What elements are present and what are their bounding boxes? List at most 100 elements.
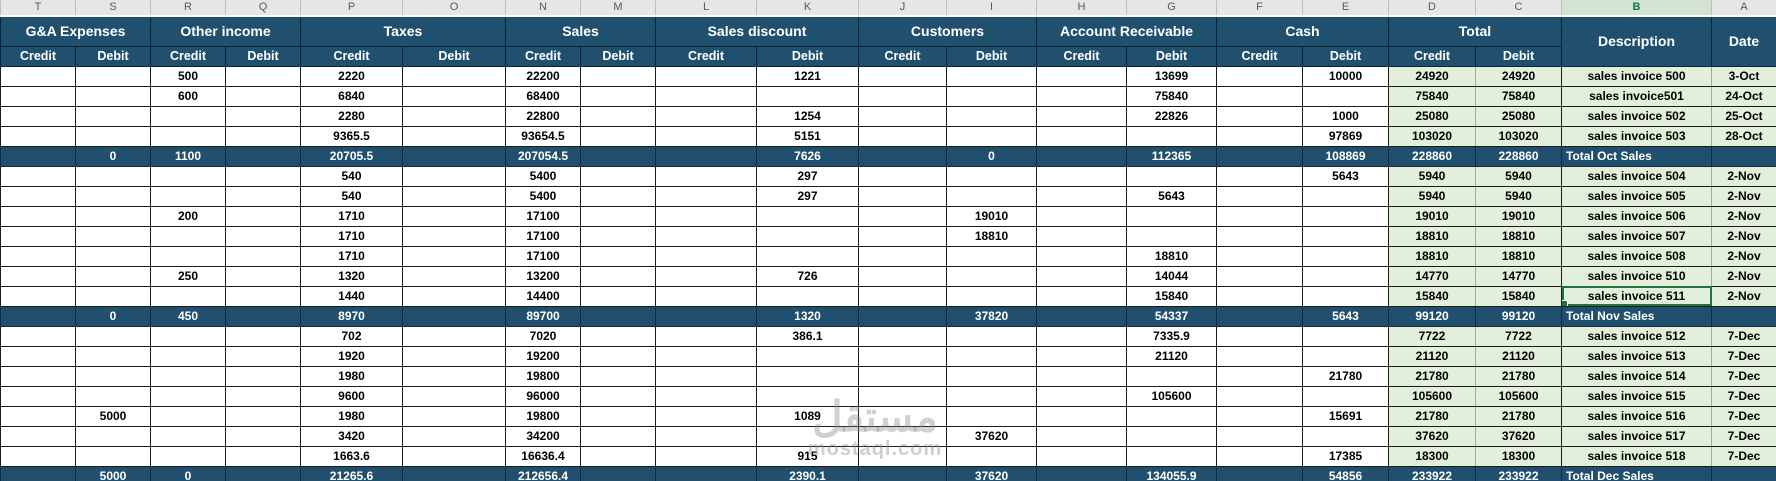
value-cell[interactable]: 24920 <box>1475 65 1562 87</box>
value-cell[interactable] <box>402 465 506 481</box>
value-cell[interactable] <box>946 325 1037 347</box>
value-cell[interactable] <box>225 245 301 267</box>
value-cell[interactable]: 105600 <box>1388 385 1476 407</box>
value-cell[interactable] <box>0 325 76 347</box>
value-cell[interactable]: 233922 <box>1475 465 1562 481</box>
value-cell[interactable] <box>1216 465 1303 481</box>
value-cell[interactable]: 68400 <box>505 85 581 107</box>
date-cell[interactable]: 7-Dec <box>1711 365 1776 387</box>
value-cell[interactable] <box>858 65 947 87</box>
value-cell[interactable]: 37820 <box>946 305 1037 327</box>
value-cell[interactable] <box>580 245 656 267</box>
value-cell[interactable] <box>1216 325 1303 347</box>
value-cell[interactable]: 18810 <box>1388 245 1476 267</box>
value-cell[interactable] <box>1036 105 1127 127</box>
value-cell[interactable]: 0 <box>75 305 151 327</box>
value-cell[interactable]: 14044 <box>1126 265 1217 287</box>
value-cell[interactable] <box>756 205 859 227</box>
value-cell[interactable]: 500 <box>150 65 226 87</box>
column-header-r[interactable]: R <box>150 0 226 17</box>
value-cell[interactable] <box>655 285 757 307</box>
value-cell[interactable]: 2220 <box>300 65 403 87</box>
description-cell[interactable]: sales invoice 516 <box>1561 405 1712 427</box>
value-cell[interactable] <box>655 185 757 207</box>
value-cell[interactable] <box>150 125 226 147</box>
value-cell[interactable] <box>580 165 656 187</box>
value-cell[interactable]: 15840 <box>1475 285 1562 307</box>
date-cell[interactable]: 2-Nov <box>1711 165 1776 187</box>
value-cell[interactable] <box>858 285 947 307</box>
value-cell[interactable] <box>946 365 1037 387</box>
value-cell[interactable] <box>1126 405 1217 427</box>
value-cell[interactable]: 228860 <box>1388 145 1476 167</box>
description-cell[interactable]: sales invoice 507 <box>1561 225 1712 247</box>
value-cell[interactable]: 21780 <box>1475 365 1562 387</box>
value-cell[interactable]: 1089 <box>756 405 859 427</box>
value-cell[interactable]: 54337 <box>1126 305 1217 327</box>
value-cell[interactable] <box>580 445 656 467</box>
value-cell[interactable]: 15691 <box>1302 405 1389 427</box>
value-cell[interactable] <box>1036 365 1127 387</box>
value-cell[interactable] <box>402 105 506 127</box>
value-cell[interactable] <box>150 385 226 407</box>
value-cell[interactable]: 25080 <box>1388 105 1476 127</box>
value-cell[interactable] <box>0 405 76 427</box>
column-header-q[interactable]: Q <box>225 0 301 17</box>
value-cell[interactable]: 1663.6 <box>300 445 403 467</box>
description-cell[interactable]: Total Nov Sales <box>1561 305 1712 327</box>
value-cell[interactable] <box>655 365 757 387</box>
value-cell[interactable] <box>225 185 301 207</box>
value-cell[interactable] <box>580 285 656 307</box>
value-cell[interactable] <box>858 125 947 147</box>
value-cell[interactable]: 14400 <box>505 285 581 307</box>
date-cell[interactable]: 2-Nov <box>1711 285 1776 307</box>
value-cell[interactable] <box>858 185 947 207</box>
date-cell[interactable]: 2-Nov <box>1711 265 1776 287</box>
value-cell[interactable] <box>1036 285 1127 307</box>
value-cell[interactable]: 75840 <box>1388 85 1476 107</box>
column-header-t[interactable]: T <box>0 0 76 17</box>
column-header-h[interactable]: H <box>1036 0 1127 17</box>
date-cell[interactable] <box>1711 305 1776 327</box>
description-cell[interactable]: Total Oct Sales <box>1561 145 1712 167</box>
column-header-b[interactable]: B <box>1561 0 1712 17</box>
column-header-l[interactable]: L <box>655 0 757 17</box>
value-cell[interactable] <box>1302 425 1389 447</box>
value-cell[interactable]: 16636.4 <box>505 445 581 467</box>
value-cell[interactable]: 15840 <box>1126 285 1217 307</box>
value-cell[interactable] <box>1126 425 1217 447</box>
value-cell[interactable] <box>402 65 506 87</box>
value-cell[interactable]: 212656.4 <box>505 465 581 481</box>
value-cell[interactable] <box>580 145 656 167</box>
value-cell[interactable] <box>1036 325 1127 347</box>
date-cell[interactable]: 25-Oct <box>1711 105 1776 127</box>
value-cell[interactable] <box>1216 385 1303 407</box>
column-header-i[interactable]: I <box>946 0 1037 17</box>
value-cell[interactable] <box>655 305 757 327</box>
value-cell[interactable] <box>225 105 301 127</box>
value-cell[interactable] <box>0 245 76 267</box>
date-cell[interactable]: 24-Oct <box>1711 85 1776 107</box>
date-cell[interactable]: 2-Nov <box>1711 225 1776 247</box>
value-cell[interactable]: 24920 <box>1388 65 1476 87</box>
value-cell[interactable]: 96000 <box>505 385 581 407</box>
description-cell[interactable]: sales invoice 504 <box>1561 165 1712 187</box>
value-cell[interactable] <box>858 365 947 387</box>
column-header-f[interactable]: F <box>1216 0 1303 17</box>
value-cell[interactable] <box>756 345 859 367</box>
value-cell[interactable] <box>75 125 151 147</box>
value-cell[interactable] <box>655 65 757 87</box>
value-cell[interactable] <box>580 265 656 287</box>
value-cell[interactable] <box>402 325 506 347</box>
value-cell[interactable] <box>1126 205 1217 227</box>
value-cell[interactable]: 21780 <box>1388 405 1476 427</box>
value-cell[interactable] <box>655 245 757 267</box>
value-cell[interactable] <box>225 125 301 147</box>
value-cell[interactable] <box>402 365 506 387</box>
value-cell[interactable] <box>0 125 76 147</box>
value-cell[interactable] <box>75 365 151 387</box>
value-cell[interactable] <box>225 405 301 427</box>
value-cell[interactable] <box>75 165 151 187</box>
value-cell[interactable]: 7626 <box>756 145 859 167</box>
description-cell[interactable]: sales invoice 508 <box>1561 245 1712 267</box>
